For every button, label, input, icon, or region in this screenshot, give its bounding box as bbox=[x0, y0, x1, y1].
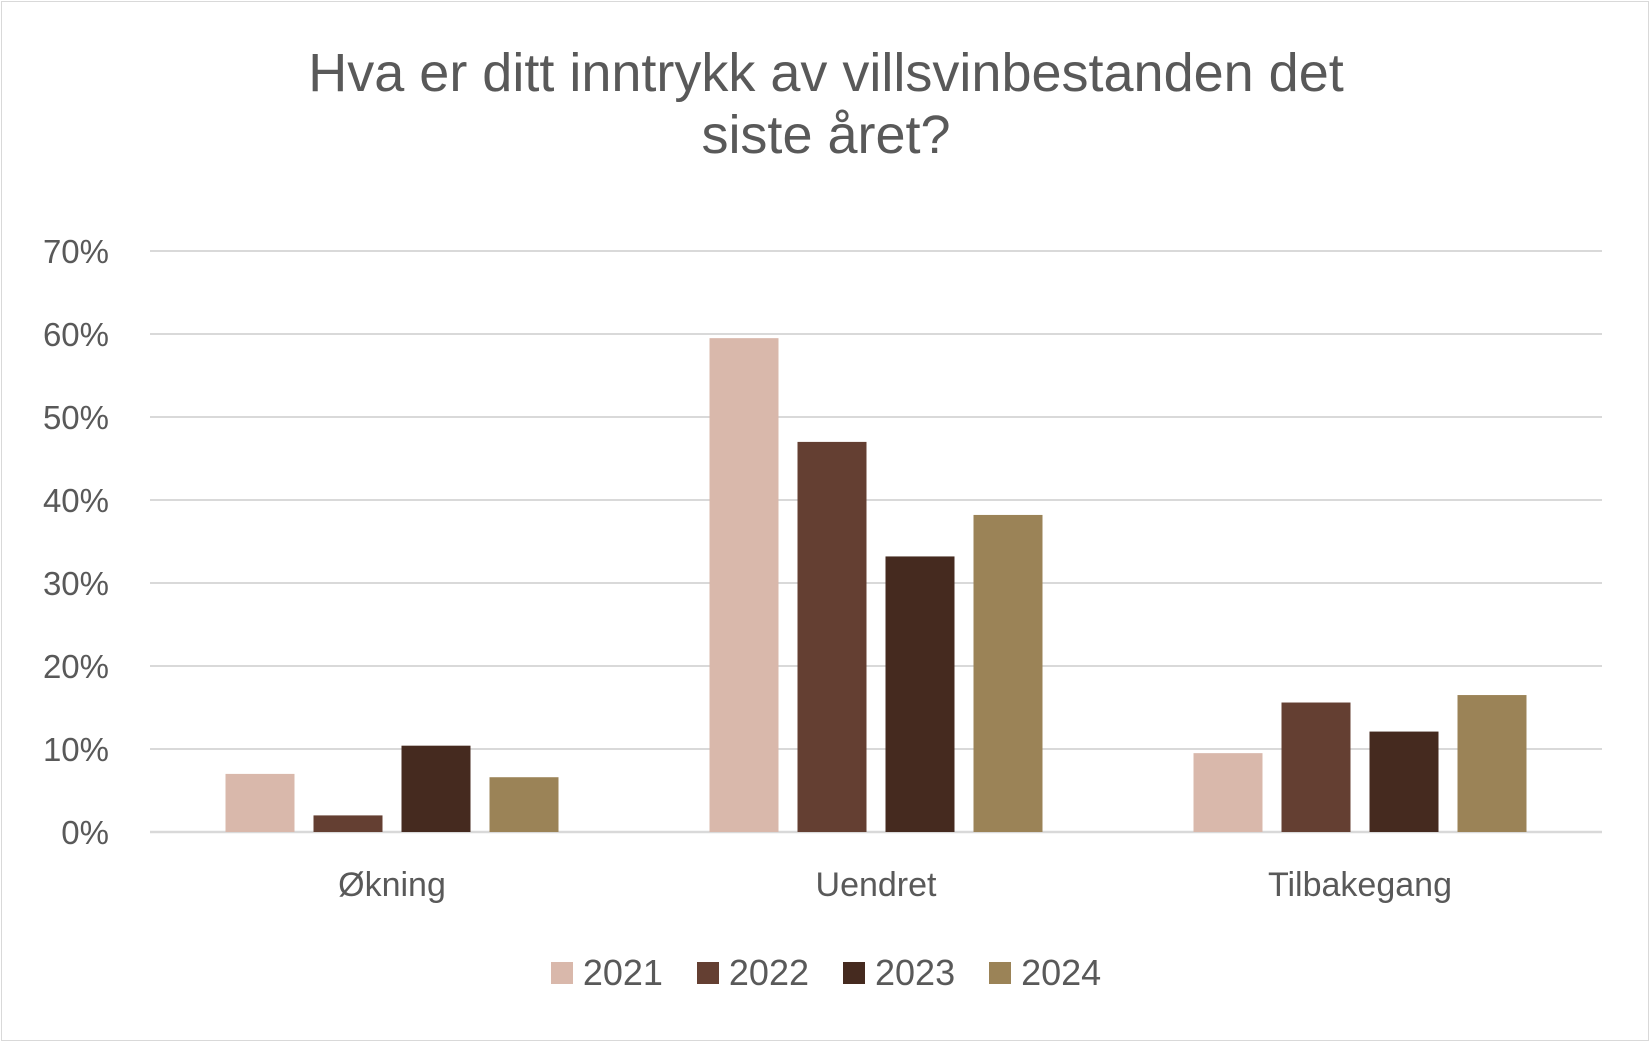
chart-title-line-1: Hva er ditt inntrykk av villsvinbestande… bbox=[308, 43, 1344, 103]
x-category-label: Tilbakegang bbox=[1268, 866, 1452, 904]
legend-item-2021: 2021 bbox=[550, 952, 663, 994]
bar-2021-økning bbox=[225, 773, 295, 832]
y-tick-label: 30% bbox=[43, 565, 109, 602]
y-tick-label: 60% bbox=[43, 316, 109, 353]
legend-label: 2024 bbox=[1021, 952, 1102, 993]
bar-2024-uendret bbox=[973, 514, 1043, 832]
y-tick-label: 10% bbox=[43, 731, 109, 768]
legend-label: 2023 bbox=[875, 952, 956, 993]
legend-swatch bbox=[696, 962, 719, 984]
bar-2021-tilbakegang bbox=[1193, 753, 1263, 832]
y-tick-label: 70% bbox=[43, 233, 109, 270]
legend-item-2024: 2024 bbox=[989, 952, 1101, 994]
y-tick-label: 20% bbox=[43, 648, 109, 685]
y-axis-ticks: 0% 10% 20% 30% 40% 50% 60% 70% bbox=[43, 233, 109, 851]
legend-item-2022: 2022 bbox=[696, 952, 809, 994]
chart-title: Hva er ditt inntrykk av villsvinbestande… bbox=[2, 42, 1650, 166]
bar-2022-økning bbox=[313, 815, 383, 832]
x-category-label: Økning bbox=[338, 866, 446, 904]
bars bbox=[225, 338, 1527, 832]
legend-swatch bbox=[989, 962, 1012, 984]
bar-2022-tilbakegang bbox=[1281, 702, 1351, 832]
legend-item-2023: 2023 bbox=[843, 952, 955, 994]
legend-label: 2022 bbox=[728, 952, 809, 993]
x-axis-labels: Økning Uendret Tilbakegang bbox=[338, 866, 1452, 904]
bar-2023-økning bbox=[401, 745, 471, 832]
bar-2024-tilbakegang bbox=[1457, 695, 1527, 832]
chart-title-line-2: siste året? bbox=[701, 105, 951, 165]
y-tick-label: 50% bbox=[43, 399, 109, 436]
x-category-label: Uendret bbox=[816, 866, 938, 904]
y-tick-label: 40% bbox=[43, 482, 109, 519]
legend-swatch bbox=[843, 962, 865, 984]
bar-2024-økning bbox=[489, 777, 559, 832]
legend: 2021 2022 2023 2024 bbox=[2, 952, 1650, 994]
y-tick-label: 0% bbox=[61, 814, 109, 851]
legend-label: 2021 bbox=[582, 952, 663, 993]
gridlines bbox=[150, 250, 1602, 834]
bar-2021-uendret bbox=[709, 338, 779, 832]
legend-swatch bbox=[550, 962, 573, 984]
bar-2023-tilbakegang bbox=[1369, 731, 1439, 832]
bar-chart: 0% 10% 20% 30% 40% 50% 60% 70% Økning Uendret Til… bbox=[43, 233, 1602, 904]
bar-2022-uendret bbox=[797, 441, 867, 832]
bar-2023-uendret bbox=[885, 556, 955, 832]
